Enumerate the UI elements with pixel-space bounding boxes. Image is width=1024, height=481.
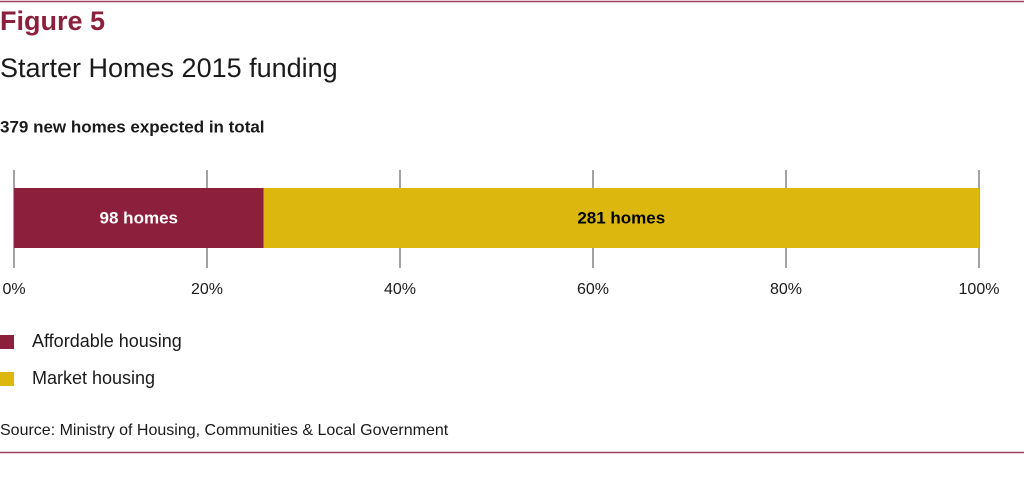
chart-title: Figure 5 [0,6,105,36]
x-tick-label: 60% [577,281,609,298]
data-label: 98 homes [100,208,178,227]
data-label: 281 homes [577,208,665,227]
legend-label: Affordable housing [32,331,182,351]
bar-segment [263,188,979,248]
x-tick-label: 0% [2,281,25,298]
chart-subtitle: Starter Homes 2015 funding [0,53,338,83]
legend-swatch [0,372,14,386]
x-tick-label: 100% [959,281,1000,298]
annotation: 379 new homes expected in total [0,117,265,136]
x-tick-label: 80% [770,281,802,298]
legend-label: Market housing [32,368,155,388]
legend-swatch [0,335,14,349]
x-tick-label: 20% [191,281,223,298]
x-tick-label: 40% [384,281,416,298]
source: Source: Ministry of Housing, Communities… [0,422,449,439]
bar-segment [14,188,264,248]
